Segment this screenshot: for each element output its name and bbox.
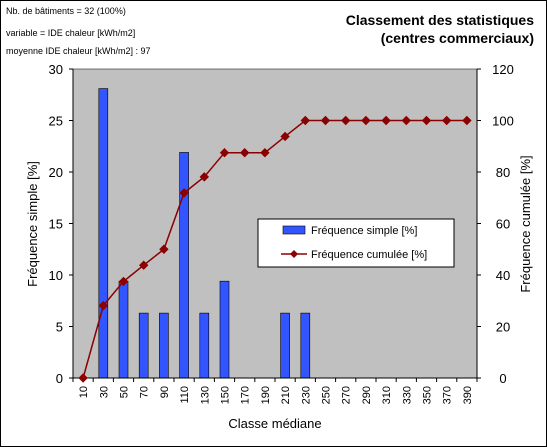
- x-tick-label: 230: [300, 386, 312, 404]
- chart-title-line2: (centres commerciaux): [380, 30, 534, 46]
- y2-tick-label: 20: [496, 320, 510, 335]
- x-tick-label: 50: [119, 386, 131, 398]
- y-tick-label: 10: [49, 268, 63, 283]
- y2-axis-label: Fréquence cumulée [%]: [518, 155, 533, 292]
- cumulative-point: [280, 131, 290, 142]
- x-tick-label: 30: [98, 386, 110, 398]
- x-tick-label: 350: [422, 386, 434, 404]
- cumulative-point: [179, 188, 189, 198]
- bar: [179, 152, 189, 379]
- y-tick-label: 20: [49, 165, 63, 180]
- y-axis-label: Fréquence simple [%]: [25, 161, 40, 287]
- cumulative-point: [199, 172, 210, 182]
- legend-bar-label: Fréquence simple [%]: [311, 225, 417, 237]
- y2-tick-label: 0: [499, 371, 506, 386]
- y2-tick-label: 120: [492, 62, 514, 77]
- y-tick-label: 30: [49, 62, 63, 77]
- bar: [118, 280, 129, 379]
- cumulative-point: [441, 115, 452, 126]
- cumulative-point: [401, 115, 412, 126]
- y2-tick-label: 80: [496, 165, 510, 180]
- y-tick-label: 0: [56, 371, 63, 386]
- cumulative-point: [138, 260, 149, 270]
- legend-bar-swatch: [282, 225, 306, 235]
- cumulative-point: [320, 115, 331, 126]
- info-mean: moyenne IDE chaleur [kWh/m2] : 97: [6, 46, 151, 56]
- x-tick-label: 370: [442, 386, 454, 404]
- x-tick-label: 210: [280, 386, 292, 404]
- x-tick-label: 130: [199, 386, 211, 404]
- x-axis-label: Classe médiane: [228, 416, 321, 431]
- cumulative-point: [361, 115, 371, 126]
- cumulative-point: [98, 300, 109, 311]
- x-tick-label: 290: [361, 386, 373, 404]
- x-tick-label: 250: [321, 386, 333, 404]
- x-tick-label: 190: [260, 386, 272, 404]
- cumulative-point: [118, 276, 129, 287]
- x-tick-label: 330: [401, 386, 413, 404]
- x-tick-label: 170: [240, 386, 252, 404]
- x-tick-label: 70: [139, 386, 151, 398]
- x-tick-label: 310: [381, 386, 393, 404]
- cumulative-point: [239, 147, 250, 158]
- y2-tick-label: 40: [496, 268, 510, 283]
- x-tick-label: 270: [341, 386, 353, 404]
- cumulative-point: [300, 115, 311, 126]
- x-tick-label: 10: [78, 386, 90, 398]
- y2-tick-label: 60: [496, 217, 510, 232]
- cumulative-point: [381, 115, 391, 126]
- bar: [199, 312, 210, 379]
- x-tick-label: 90: [159, 386, 171, 398]
- legend-line-marker: [290, 250, 298, 258]
- cumulative-point: [340, 115, 351, 126]
- x-tick-label: 150: [220, 386, 232, 404]
- legend-line-label: Fréquence cumulée [%]: [311, 249, 427, 261]
- cumulative-point: [462, 115, 472, 126]
- y-tick-label: 25: [49, 114, 63, 129]
- bar: [138, 312, 149, 379]
- x-tick-label: 390: [462, 386, 474, 404]
- cumulative-point: [421, 115, 432, 126]
- info-building-count: Nb. de bâtiments = 32 (100%): [6, 6, 126, 16]
- bar: [280, 312, 290, 379]
- bar: [98, 88, 109, 379]
- bar: [159, 312, 169, 379]
- y-tick-label: 15: [49, 217, 63, 232]
- cumulative-point: [260, 147, 270, 158]
- cumulative-point: [219, 147, 230, 158]
- bar: [300, 312, 311, 379]
- cumulative-point: [159, 244, 169, 254]
- info-variable: variable = IDE chaleur [kWh/m2]: [6, 28, 136, 38]
- bar: [219, 280, 230, 379]
- y2-tick-label: 100: [492, 114, 514, 129]
- chart-title-line1: Classement des statistiques: [345, 12, 534, 28]
- y-tick-label: 5: [56, 320, 63, 335]
- cumulative-point: [78, 373, 88, 383]
- x-tick-label: 110: [179, 386, 191, 404]
- legend: Fréquence simple [%] Fréquence cumulée […: [257, 218, 455, 268]
